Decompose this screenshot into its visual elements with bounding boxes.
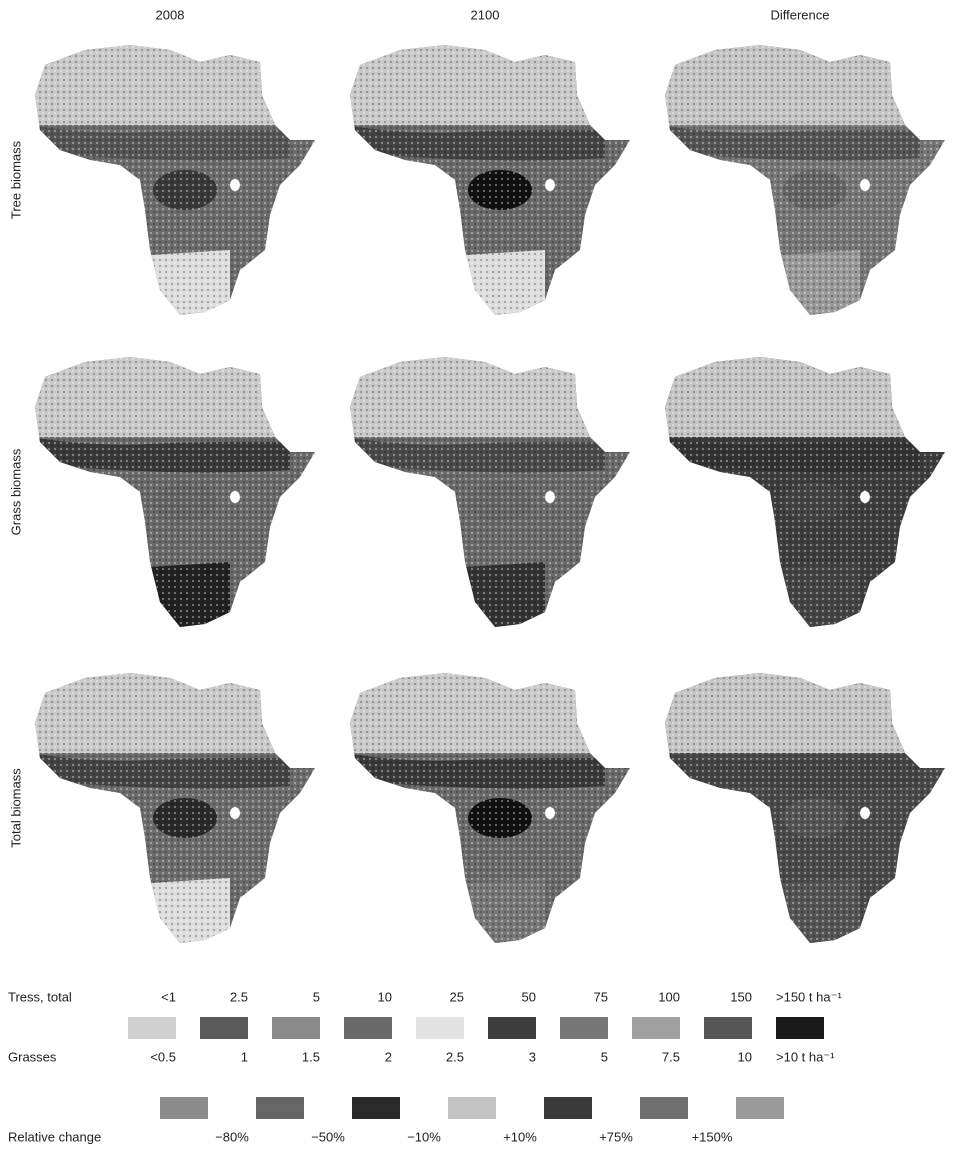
texture [345, 668, 645, 958]
legend-value: +10% [503, 1129, 537, 1144]
legend-swatch [488, 1017, 536, 1039]
texture [30, 352, 330, 642]
legend-value: 2 [385, 1049, 392, 1064]
column-header: 2100 [471, 7, 500, 22]
africa-map [30, 40, 330, 330]
africa-map [660, 352, 954, 642]
legend-value: 150 [730, 989, 752, 1004]
legend-value: 2.5 [446, 1049, 464, 1064]
legend-value: 1 [241, 1049, 248, 1064]
legend-value: 7.5 [662, 1049, 680, 1064]
lake [545, 807, 555, 819]
legend-label: Grasses [8, 1049, 57, 1064]
legend-swatch [776, 1017, 824, 1039]
legend: Tress, total Grasses Relative change <1 2.5 5… [8, 989, 842, 1144]
lake [230, 179, 240, 191]
legend-value: −10% [407, 1129, 441, 1144]
legend-value: +75% [599, 1129, 633, 1144]
texture [30, 668, 330, 958]
legend-label: Tress, total [8, 989, 72, 1004]
legend-value: >150 t ha⁻¹ [776, 989, 842, 1004]
legend-value: 10 [738, 1049, 752, 1064]
legend-swatch [272, 1017, 320, 1039]
legend-value: 50 [522, 989, 536, 1004]
lake [230, 491, 240, 503]
africa-map [660, 40, 954, 330]
legend-value: 10 [378, 989, 392, 1004]
row-label: Grass biomass [8, 448, 23, 535]
legend-swatch [560, 1017, 608, 1039]
texture [345, 40, 645, 330]
legend-value: +150% [692, 1129, 733, 1144]
lake [860, 179, 870, 191]
column-header: Difference [770, 7, 829, 22]
legend-value: <0.5 [150, 1049, 176, 1064]
texture [30, 40, 330, 330]
legend-value: >10 t ha⁻¹ [776, 1049, 835, 1064]
texture [660, 352, 954, 642]
africa-map [345, 668, 645, 958]
legend-value: 5 [313, 989, 320, 1004]
texture [660, 40, 954, 330]
legend-swatch [704, 1017, 752, 1039]
lake [230, 807, 240, 819]
texture [660, 668, 954, 958]
row-label: Tree biomass [8, 140, 23, 219]
legend-swatch [632, 1017, 680, 1039]
africa-map [660, 668, 954, 958]
legend-swatch [736, 1097, 784, 1119]
legend-swatch [344, 1017, 392, 1039]
africa-map [345, 40, 645, 330]
legend-value: <1 [161, 989, 176, 1004]
lake [860, 491, 870, 503]
legend-swatch [256, 1097, 304, 1119]
legend-value: 25 [450, 989, 464, 1004]
row-label: Total biomass [8, 768, 23, 848]
legend-swatch [416, 1017, 464, 1039]
lake [545, 179, 555, 191]
legend-value: 2.5 [230, 989, 248, 1004]
legend-swatch [640, 1097, 688, 1119]
texture [345, 352, 645, 642]
legend-value: 75 [594, 989, 608, 1004]
legend-swatch [128, 1017, 176, 1039]
legend-value: 100 [658, 989, 680, 1004]
legend-value: −80% [215, 1129, 249, 1144]
lake [545, 491, 555, 503]
legend-swatch [352, 1097, 400, 1119]
legend-value: 3 [529, 1049, 536, 1064]
map-grid [30, 40, 954, 958]
africa-map [30, 668, 330, 958]
africa-map [30, 352, 330, 642]
figure: Tress, total Grasses Relative change <1 2.5 5… [0, 0, 954, 1154]
legend-swatch [160, 1097, 208, 1119]
column-header: 2008 [156, 7, 185, 22]
legend-swatch [544, 1097, 592, 1119]
lake [860, 807, 870, 819]
africa-map [345, 352, 645, 642]
legend-value: 1.5 [302, 1049, 320, 1064]
legend-value: 5 [601, 1049, 608, 1064]
legend-swatch [448, 1097, 496, 1119]
legend-label: Relative change [8, 1129, 101, 1144]
legend-swatch [200, 1017, 248, 1039]
legend-value: −50% [311, 1129, 345, 1144]
